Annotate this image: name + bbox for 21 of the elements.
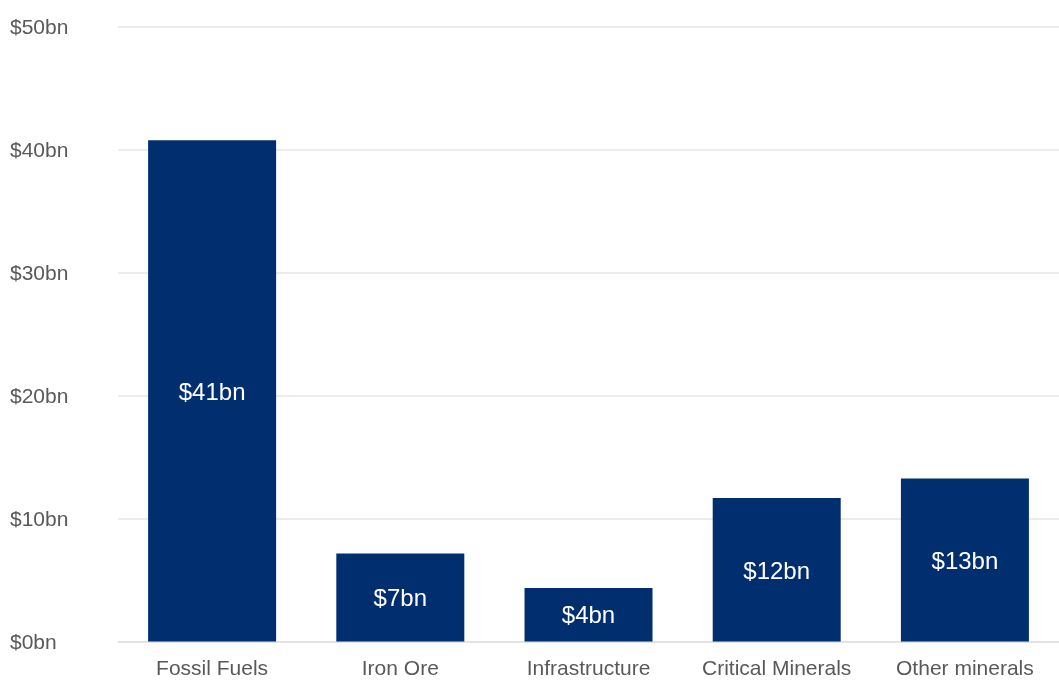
bar — [148, 140, 277, 642]
y-tick-label: $30bn — [10, 261, 69, 285]
y-tick-label: $0bn — [10, 630, 57, 654]
data-label: $41bn — [178, 377, 246, 405]
bar — [712, 498, 841, 642]
data-label: $12bn — [743, 556, 811, 584]
bar — [336, 553, 465, 642]
data-label: $4bn — [561, 601, 616, 629]
y-tick-label: $50bn — [10, 15, 69, 39]
data-label: $13bn — [931, 546, 999, 574]
bar — [900, 478, 1029, 642]
x-tick-label: Critical Minerals — [702, 655, 852, 679]
y-tick-label: $40bn — [10, 138, 69, 162]
x-tick-label: Iron Ore — [361, 655, 439, 679]
x-tick-label: Infrastructure — [526, 655, 651, 679]
y-tick-label: $10bn — [10, 507, 69, 531]
x-tick-label: Other minerals — [896, 655, 1034, 679]
bar — [524, 587, 653, 642]
data-label: $7bn — [373, 584, 428, 612]
x-tick-label: Fossil Fuels — [156, 655, 269, 679]
y-tick-label: $20bn — [10, 384, 69, 408]
